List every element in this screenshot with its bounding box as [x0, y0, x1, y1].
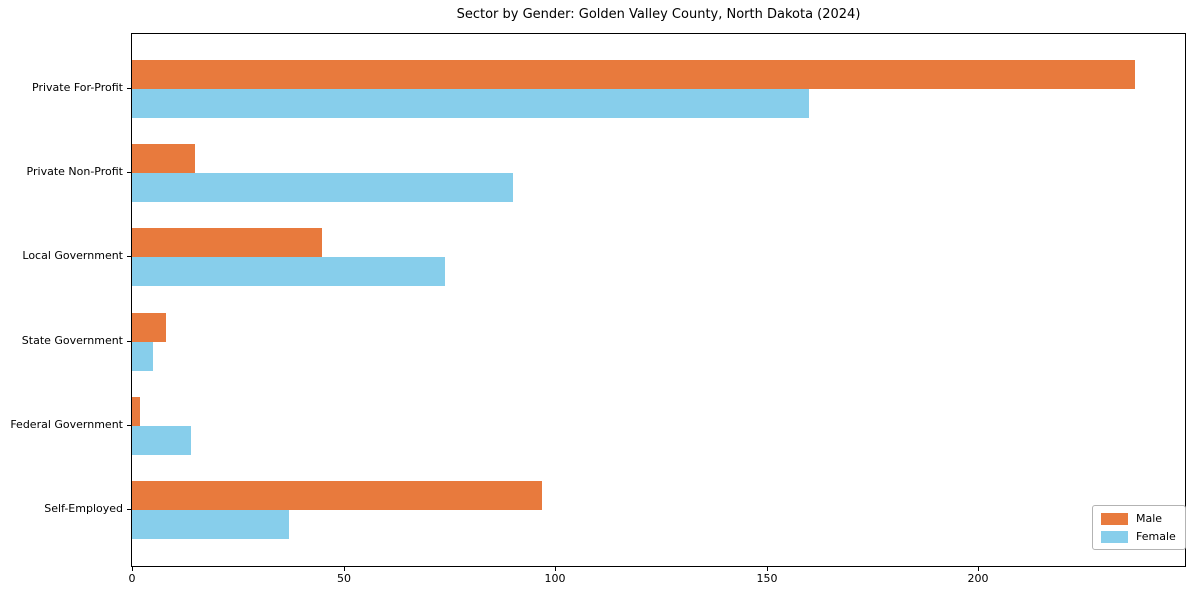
y-tick-mark	[127, 509, 131, 510]
chart-title: Sector by Gender: Golden Valley County, …	[456, 7, 861, 22]
bar-male-private-non-profit	[132, 144, 196, 173]
y-tick-mark	[127, 88, 131, 89]
x-tick-label-0: 0	[128, 572, 136, 585]
bar-female-private-for-profit	[132, 89, 810, 118]
bar-male-self-employed	[132, 481, 543, 510]
y-axis-label-state-government: State Government	[21, 334, 123, 347]
y-tick-mark	[127, 256, 131, 257]
bar-female-self-employed	[132, 510, 289, 539]
bar-female-local-government	[132, 257, 446, 286]
bar-male-local-government	[132, 228, 323, 257]
bar-male-private-for-profit	[132, 60, 1135, 89]
bar-female-federal-government	[132, 426, 192, 455]
legend-label-male: Male	[1136, 512, 1163, 525]
legend-swatch-male-icon	[1101, 512, 1128, 525]
x-tick-label-150: 150	[756, 572, 778, 585]
y-axis-label-local-government: Local Government	[22, 249, 123, 262]
bar-female-private-non-profit	[132, 173, 513, 202]
y-axis-label-federal-government: Federal Government	[10, 418, 123, 431]
y-tick-mark	[127, 172, 131, 173]
y-axis-label-private-non-profit: Private Non-Profit	[26, 165, 123, 178]
x-tick-mark	[132, 567, 133, 571]
bar-male-state-government	[132, 313, 166, 342]
x-tick-mark	[344, 567, 345, 571]
legend: Male Female	[1092, 505, 1186, 550]
y-tick-mark	[127, 341, 131, 342]
x-tick-mark	[555, 567, 556, 571]
legend-label-female: Female	[1136, 530, 1176, 543]
x-tick-mark	[767, 567, 768, 571]
x-tick-label-200: 200	[967, 572, 989, 585]
x-tick-label-50: 50	[337, 572, 351, 585]
legend-item-male: Male	[1101, 512, 1176, 525]
bar-female-state-government	[132, 342, 154, 371]
y-tick-mark	[127, 425, 131, 426]
x-tick-label-100: 100	[544, 572, 566, 585]
bar-male-federal-government	[132, 397, 141, 426]
plot-area	[131, 33, 1186, 567]
legend-item-female: Female	[1101, 530, 1176, 543]
x-tick-mark	[978, 567, 979, 571]
y-axis-label-self-employed: Self-Employed	[44, 502, 123, 515]
y-axis-label-private-for-profit: Private For-Profit	[32, 81, 123, 94]
legend-swatch-female-icon	[1101, 530, 1128, 543]
